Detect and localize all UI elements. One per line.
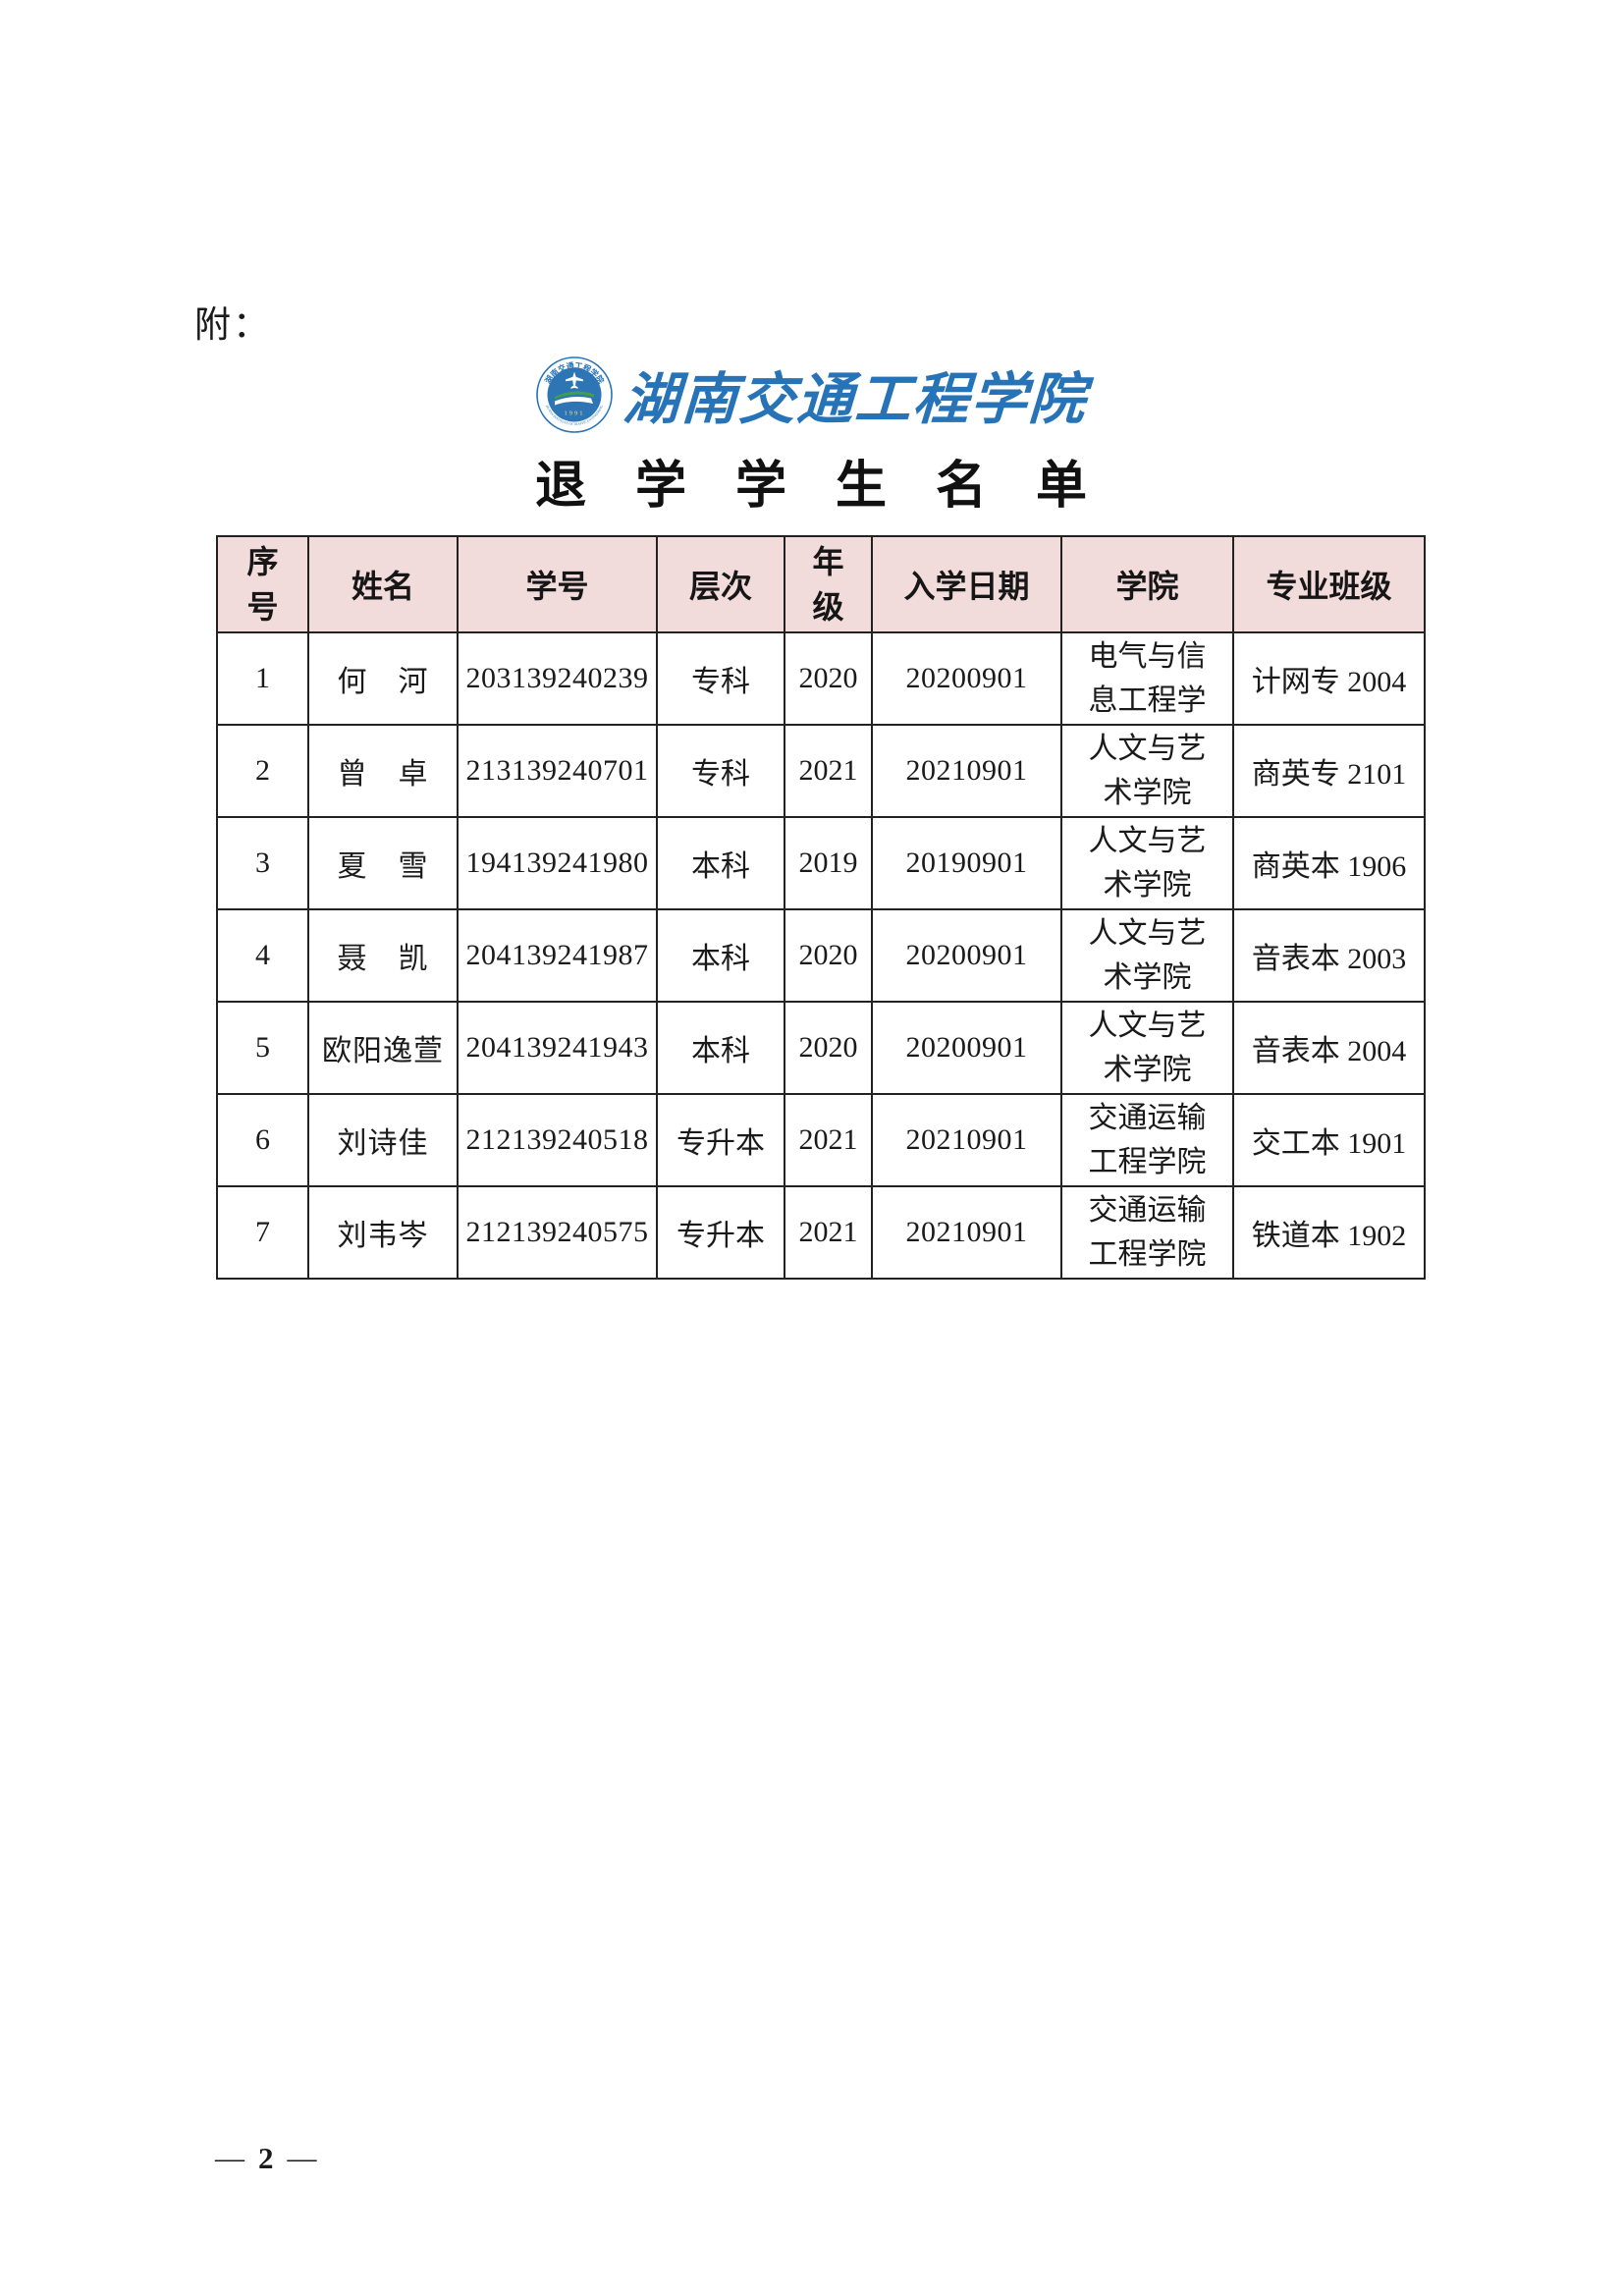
page-title: 退学学生名单 bbox=[534, 459, 1136, 515]
cell-enroll-date: 20190901 bbox=[871, 816, 1062, 910]
cell-name: 刘诗佳 bbox=[307, 1093, 459, 1187]
cell-no: 5 bbox=[216, 1001, 309, 1095]
cell-major-class: 计网专 2004 bbox=[1232, 631, 1426, 726]
cell-no: 6 bbox=[216, 1093, 309, 1187]
emblem-year: 1991 bbox=[565, 410, 585, 417]
footer-dash-left: — bbox=[215, 2142, 244, 2174]
header-student-id: 学号 bbox=[457, 535, 658, 633]
attachment-label: 附： bbox=[194, 305, 271, 346]
withdrawn-students-table: 序号 姓名 学号 层次 年级 入学日期 学院 专业班级 1 何 河 203139… bbox=[216, 535, 1426, 1280]
header-grade: 年级 bbox=[784, 535, 873, 633]
cell-level: 专科 bbox=[656, 631, 785, 726]
cell-level: 本科 bbox=[656, 908, 785, 1003]
cell-no: 2 bbox=[216, 724, 309, 818]
table-row: 4 聂 凯 204139241987 本科 2020 20200901 人文与艺… bbox=[216, 908, 1426, 1003]
cell-college: 人文与艺术学院 bbox=[1060, 724, 1234, 818]
cell-name: 聂 凯 bbox=[307, 908, 459, 1003]
cell-student-id: 204139241987 bbox=[457, 908, 658, 1003]
cell-enroll-date: 20200901 bbox=[871, 631, 1062, 726]
emblem-inner-disc bbox=[547, 367, 602, 422]
cell-level: 本科 bbox=[656, 816, 785, 910]
table-row: 7 刘韦岑 212139240575 专升本 2021 20210901 交通运… bbox=[216, 1185, 1426, 1280]
cell-no: 3 bbox=[216, 816, 309, 910]
airplane-icon bbox=[566, 371, 583, 389]
table-row: 3 夏 雪 194139241980 本科 2019 20190901 人文与艺… bbox=[216, 816, 1426, 910]
page-footer: — 2 — bbox=[215, 2141, 317, 2176]
cell-enroll-date: 20210901 bbox=[871, 1185, 1062, 1280]
cell-grade: 2021 bbox=[784, 724, 873, 818]
cell-level: 专科 bbox=[656, 724, 785, 818]
cell-no: 1 bbox=[216, 631, 309, 726]
cell-major-class: 音表本 2003 bbox=[1232, 908, 1426, 1003]
cell-enroll-date: 20200901 bbox=[871, 1001, 1062, 1095]
cell-student-id: 204139241943 bbox=[457, 1001, 658, 1095]
table-row: 5 欧阳逸萱 204139241943 本科 2020 20200901 人文与… bbox=[216, 1001, 1426, 1095]
green-swoosh-icon bbox=[555, 391, 594, 400]
cell-college: 人文与艺术学院 bbox=[1060, 908, 1234, 1003]
cell-no: 7 bbox=[216, 1185, 309, 1280]
table-header-row: 序号 姓名 学号 层次 年级 入学日期 学院 专业班级 bbox=[216, 535, 1426, 633]
school-emblem-icon: 湖南交通工程学院 HUNAN INSTITUTE OF TRAFFIC ENGI… bbox=[536, 356, 613, 433]
table-row: 6 刘诗佳 212139240518 专升本 2021 20210901 交通运… bbox=[216, 1093, 1426, 1187]
cell-student-id: 212139240575 bbox=[457, 1185, 658, 1280]
cell-major-class: 音表本 2004 bbox=[1232, 1001, 1426, 1095]
cell-grade: 2021 bbox=[784, 1185, 873, 1280]
cell-level: 专升本 bbox=[656, 1185, 785, 1280]
cell-college: 人文与艺术学院 bbox=[1060, 1001, 1234, 1095]
cell-grade: 2020 bbox=[784, 908, 873, 1003]
cell-major-class: 商英本 1906 bbox=[1232, 816, 1426, 910]
cell-major-class: 铁道本 1902 bbox=[1232, 1185, 1426, 1280]
table-row: 1 何 河 203139240239 专科 2020 20200901 电气与信… bbox=[216, 631, 1426, 726]
cell-student-id: 213139240701 bbox=[457, 724, 658, 818]
cell-name: 何 河 bbox=[307, 631, 459, 726]
cell-enroll-date: 20210901 bbox=[871, 724, 1062, 818]
footer-dash-right: — bbox=[287, 2142, 317, 2174]
cell-name: 夏 雪 bbox=[307, 816, 459, 910]
cell-grade: 2019 bbox=[784, 816, 873, 910]
cell-college: 人文与艺术学院 bbox=[1060, 816, 1234, 910]
cell-major-class: 交工本 1901 bbox=[1232, 1093, 1426, 1187]
cell-major-class: 商英专 2101 bbox=[1232, 724, 1426, 818]
cell-college: 交通运输工程学院 bbox=[1060, 1185, 1234, 1280]
cell-level: 本科 bbox=[656, 1001, 785, 1095]
cell-enroll-date: 20200901 bbox=[871, 908, 1062, 1003]
cell-student-id: 194139241980 bbox=[457, 816, 658, 910]
cell-college: 交通运输工程学院 bbox=[1060, 1093, 1234, 1187]
school-logo: 湖南交通工程学院 HUNAN INSTITUTE OF TRAFFIC ENGI… bbox=[207, 352, 1415, 438]
cell-grade: 2021 bbox=[784, 1093, 873, 1187]
header-major-class: 专业班级 bbox=[1232, 535, 1426, 633]
train-icon bbox=[555, 397, 593, 406]
cell-name: 刘韦岑 bbox=[307, 1185, 459, 1280]
cell-student-id: 212139240518 bbox=[457, 1093, 658, 1187]
cell-student-id: 203139240239 bbox=[457, 631, 658, 726]
table-row: 2 曾 卓 213139240701 专科 2021 20210901 人文与艺… bbox=[216, 724, 1426, 818]
cell-enroll-date: 20210901 bbox=[871, 1093, 1062, 1187]
cell-name: 欧阳逸萱 bbox=[307, 1001, 459, 1095]
header-name: 姓名 bbox=[307, 535, 459, 633]
header-no: 序号 bbox=[216, 535, 309, 633]
cell-grade: 2020 bbox=[784, 1001, 873, 1095]
header-level: 层次 bbox=[656, 535, 785, 633]
cell-no: 4 bbox=[216, 908, 309, 1003]
page-number: 2 bbox=[258, 2141, 274, 2175]
cell-name: 曾 卓 bbox=[307, 724, 459, 818]
header-college: 学院 bbox=[1060, 535, 1234, 633]
header-enroll-date: 入学日期 bbox=[871, 535, 1062, 633]
cell-grade: 2020 bbox=[784, 631, 873, 726]
school-name: 湖南交通工程学院 bbox=[622, 369, 1089, 431]
cell-college: 电气与信息工程学 bbox=[1060, 631, 1234, 726]
cell-level: 专升本 bbox=[656, 1093, 785, 1187]
